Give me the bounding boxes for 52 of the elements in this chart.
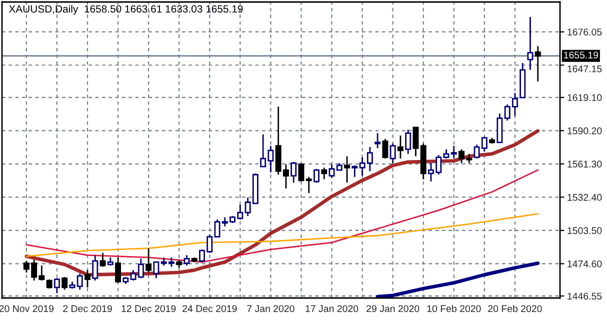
candlestick: [374, 132, 381, 149]
candlestick: [153, 261, 160, 279]
candlestick: [146, 248, 152, 274]
candlestick: [92, 254, 98, 282]
candlestick: [84, 269, 90, 288]
candlestick: [115, 256, 122, 284]
candlestick: [328, 164, 335, 179]
candlestick: [184, 254, 190, 266]
candlestick: [306, 176, 312, 194]
candlestick: [382, 138, 388, 160]
candlestick: [390, 142, 396, 164]
candlestick: [62, 276, 68, 290]
candlestick: [214, 218, 220, 238]
line-series: [26, 169, 539, 263]
ref-line-label: 1655.19: [564, 52, 598, 58]
candlestick: [344, 156, 350, 184]
y-tick-label: 1561.30: [568, 160, 602, 168]
candlestick: [443, 148, 450, 160]
y-tick-label: 1474.60: [568, 260, 602, 268]
line-series: [376, 262, 540, 298]
y-tick-label: 1532.40: [568, 194, 602, 201]
candlestick: [100, 252, 106, 268]
chart-title: XAUUSD,Daily 1658.50 1663.61 1633.03 1655.19: [8, 4, 243, 15]
y-tick-label: 1647.15: [568, 65, 602, 72]
candlestick: [352, 164, 358, 178]
candlestick: [290, 161, 297, 184]
x-tick-label: 29 Jan 2020: [366, 305, 420, 312]
candlestick: [314, 168, 320, 184]
candlestick: [54, 278, 60, 294]
x-tick-label: 17 Jan 2020: [306, 305, 358, 312]
candlestick: [527, 16, 534, 71]
line-series: [26, 213, 539, 258]
x-tick-label: 20 Feb 2020: [488, 304, 542, 312]
candlestick: [46, 278, 52, 290]
candlestick: [76, 272, 83, 290]
candlestick: [405, 129, 412, 155]
y-tick-label: 1676.05: [568, 28, 602, 36]
x-tick-label: 10 Feb 2020: [427, 304, 481, 312]
candlestick: [321, 167, 328, 180]
candlestick: [412, 126, 419, 157]
candlestick: [534, 45, 541, 82]
y-tick-label: 1590.20: [568, 127, 602, 134]
x-tick-label: 2 Dec 2019: [63, 305, 112, 312]
y-tick-label: 1619.10: [568, 94, 602, 102]
candlestick: [298, 162, 304, 182]
x-tick-label: 24 Dec 2019: [182, 305, 237, 312]
x-tick-label: 12 Dec 2019: [122, 305, 176, 312]
candlestick: [450, 145, 457, 160]
y-tick-label: 1503.50: [568, 227, 602, 234]
candlestick: [397, 134, 404, 160]
x-tick-label: 7 Jan 2020: [247, 305, 294, 312]
y-tick-label: 1446.55: [568, 292, 602, 300]
